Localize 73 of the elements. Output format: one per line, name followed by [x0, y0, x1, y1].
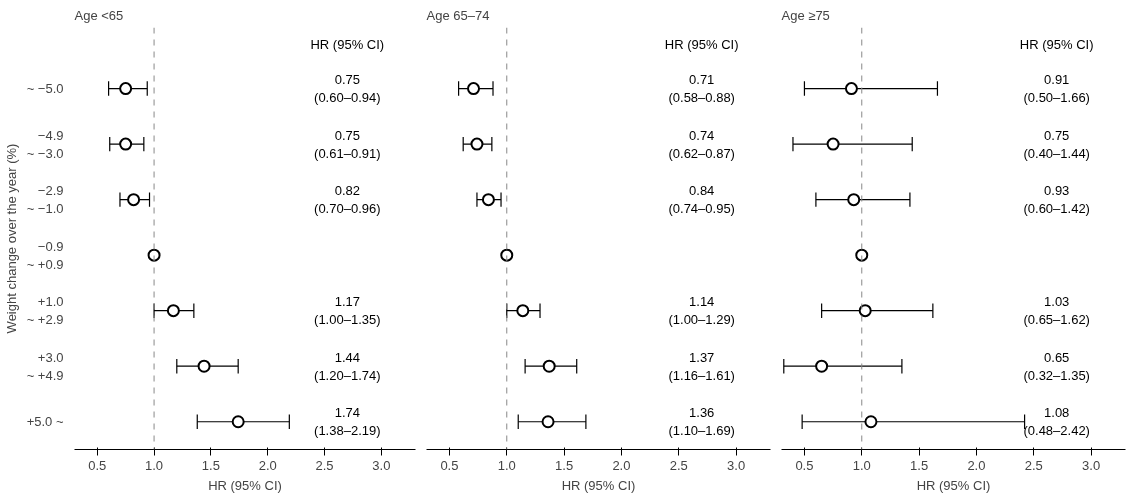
annotation: HR (95% CI): [310, 36, 385, 52]
y-axis-title: Weight change over the year (%): [3, 143, 19, 334]
annotation: 1.44 (1.20–1.74): [314, 349, 381, 383]
x-tick-label: 1.5: [555, 457, 574, 473]
y-tick-label: +5.0 ~: [26, 414, 64, 430]
y-tick-label: −4.9 ~ −3.0: [26, 127, 64, 161]
annotation: 0.84 (0.74–0.95): [668, 183, 735, 217]
chart-title: Age <65: [74, 7, 124, 23]
chart-title: Age 65–74: [426, 7, 490, 23]
annotation: 1.74 (1.38–2.19): [314, 405, 381, 439]
x-tick-label: 2.0: [967, 457, 986, 473]
annotation: 0.93 (0.60–1.42): [1023, 183, 1090, 217]
x-tick-label: 0.5: [795, 457, 814, 473]
point: [467, 82, 481, 96]
point: [119, 137, 133, 151]
point: [166, 304, 180, 318]
x-tick-label: 0.5: [88, 457, 107, 473]
annotation: 0.75 (0.60–0.94): [314, 72, 381, 106]
point: [470, 137, 484, 151]
x-axis-title: HR (95% CI): [916, 477, 991, 493]
annotation: 1.03 (0.65–1.62): [1023, 294, 1090, 328]
annotation: 1.17 (1.00–1.35): [314, 294, 381, 328]
y-tick-label: ~ −5.0: [26, 81, 64, 97]
annotation: HR (95% CI): [664, 36, 739, 52]
point: [541, 415, 555, 429]
point: [516, 304, 530, 318]
x-tick-label: 1.0: [497, 457, 516, 473]
y-tick-label: −2.9 ~ −1.0: [26, 183, 64, 217]
point: [119, 82, 133, 96]
point: [855, 248, 869, 262]
annotation: 0.71 (0.58–0.88): [668, 72, 735, 106]
x-tick-label: 3.0: [372, 457, 391, 473]
x-axis-title: HR (95% CI): [561, 477, 636, 493]
point: [864, 415, 878, 429]
x-tick-label: 2.5: [669, 457, 688, 473]
point: [197, 359, 211, 373]
point: [844, 82, 858, 96]
x-tick-label: 0.5: [440, 457, 459, 473]
x-tick-label: 3.0: [727, 457, 746, 473]
y-tick-label: +3.0 ~ +4.9: [26, 349, 64, 383]
annotation: 1.36 (1.10–1.69): [668, 405, 735, 439]
x-tick-label: 3.0: [1082, 457, 1101, 473]
x-tick-label: 1.0: [852, 457, 871, 473]
y-tick-label: +1.0 ~ +2.9: [26, 294, 64, 328]
annotation: 1.14 (1.00–1.29): [668, 294, 735, 328]
x-axis-title: HR (95% CI): [208, 477, 282, 493]
annotation: HR (95% CI): [1019, 36, 1094, 52]
x-tick-label: 1.0: [145, 457, 164, 473]
annotation: 0.74 (0.62–0.87): [668, 127, 735, 161]
y-tick-label: −0.9 ~ +0.9: [26, 238, 64, 272]
annotation: 0.75 (0.40–1.44): [1023, 127, 1090, 161]
chart-title: Age ≥75: [781, 7, 830, 23]
annotation: 0.82 (0.70–0.96): [314, 183, 381, 217]
x-tick-label: 2.5: [1024, 457, 1043, 473]
x-tick-label: 1.5: [910, 457, 929, 473]
annotation: 1.08 (0.48–2.42): [1023, 405, 1090, 439]
annotation: 0.91 (0.50–1.66): [1023, 72, 1090, 106]
point: [858, 304, 872, 318]
point: [127, 193, 141, 207]
annotation: 0.75 (0.61–0.91): [314, 127, 381, 161]
x-tick-label: 2.5: [315, 457, 334, 473]
point: [542, 359, 556, 373]
x-tick-label: 2.0: [612, 457, 631, 473]
point: [231, 415, 245, 429]
annotation: 0.65 (0.32–1.35): [1023, 349, 1090, 383]
point: [481, 193, 495, 207]
x-tick-label: 1.5: [201, 457, 220, 473]
x-tick-label: 2.0: [258, 457, 277, 473]
annotation: 1.37 (1.16–1.61): [668, 349, 735, 383]
point: [847, 193, 861, 207]
point: [500, 248, 514, 262]
point: [815, 359, 829, 373]
point: [826, 137, 840, 151]
